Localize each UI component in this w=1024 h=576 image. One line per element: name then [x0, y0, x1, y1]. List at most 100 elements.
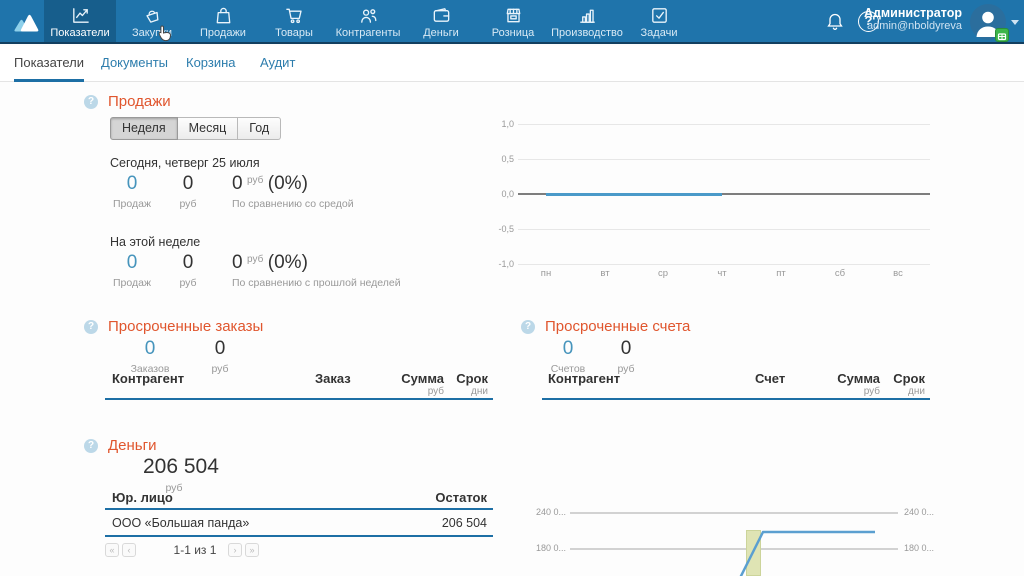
top-navigation-bar: Показатели Закупки Продажи Товары — [0, 0, 1024, 44]
nav-label: Показатели — [50, 27, 110, 39]
nav-item-tasks[interactable]: Задачи — [624, 0, 694, 42]
x-tick: чт — [717, 268, 727, 279]
nav-item-counterparties[interactable]: Контрагенты — [330, 0, 406, 42]
col-header: Срок — [893, 371, 925, 386]
sales-title: Продажи — [108, 93, 171, 110]
gridline — [570, 548, 898, 550]
pagination-first-button[interactable]: « — [105, 543, 119, 557]
x-tick: пн — [540, 268, 552, 279]
money-title: Деньги — [108, 437, 157, 454]
y-tick: 0,5 — [501, 154, 514, 164]
col-header: Счет — [755, 371, 786, 386]
pagination-info: 1-1 из 1 — [173, 543, 217, 557]
pagination-prev-button[interactable]: ‹ — [122, 543, 136, 557]
sales-week-count: 0 Продаж — [113, 252, 151, 289]
gridline — [518, 264, 930, 265]
overdue-invoices-help-icon[interactable]: ? — [521, 320, 535, 334]
gridline — [518, 159, 930, 160]
pagination-last-button[interactable]: » — [245, 543, 259, 557]
current-week-series-line — [546, 192, 722, 196]
tab-documents[interactable]: Документы — [101, 55, 169, 70]
y-tick: 0,0 — [501, 189, 514, 199]
col-header: Юр. лицо — [112, 490, 173, 505]
people-icon — [360, 9, 376, 23]
tab-audit[interactable]: Аудит — [260, 55, 296, 70]
factory-bars-icon — [579, 9, 595, 23]
money-help-icon[interactable]: ? — [84, 439, 98, 453]
x-tick: ср — [657, 268, 669, 279]
y-tick-left: 240 0... — [535, 507, 566, 517]
col-header: Сумма — [401, 371, 444, 386]
table-header-divider — [105, 508, 493, 510]
user-name: Администратор — [863, 6, 962, 20]
table-header-divider — [105, 398, 493, 400]
chevron-down-icon[interactable] — [1011, 20, 1019, 25]
avatar[interactable] — [970, 4, 1009, 42]
money-balance-chart: 240 0... 180 0... 240 0... 180 0... — [520, 500, 960, 576]
x-tick: пт — [776, 268, 786, 279]
col-header-unit: руб — [427, 386, 444, 397]
gridline — [570, 512, 898, 514]
sales-period-switch: Неделя Месяц Год — [110, 117, 282, 140]
col-header-unit: дни — [908, 386, 925, 397]
period-week-button[interactable]: Неделя — [110, 117, 178, 140]
notifications-bell-icon[interactable] — [824, 11, 846, 33]
y-tick: 1,0 — [501, 119, 514, 129]
mouse-cursor-pointer — [158, 25, 172, 42]
sales-today-amount: 0 руб — [179, 173, 197, 210]
nav-item-purchases[interactable]: Закупки — [116, 0, 188, 42]
nav-label: Производство — [551, 27, 623, 39]
nav-item-retail[interactable]: Розница — [476, 0, 550, 42]
nav-item-money[interactable]: Деньги — [406, 0, 476, 42]
main-nav: Показатели Закупки Продажи Товары — [44, 0, 694, 42]
nav-label: Деньги — [423, 27, 459, 39]
overdue-orders-help-icon[interactable]: ? — [84, 320, 98, 334]
overdue-orders-count: 0 Заказов — [130, 338, 170, 375]
y-tick-right: 180 0... — [904, 543, 935, 553]
col-header: Сумма — [837, 371, 880, 386]
sales-help-icon[interactable]: ? — [84, 95, 98, 109]
tab-indicators[interactable]: Показатели — [14, 46, 84, 82]
sales-week-diff: 0 руб (0%) По сравнению с прошлой неделе… — [232, 252, 401, 289]
y-tick-left: 180 0... — [535, 543, 566, 553]
overdue-invoices-count: 0 Счетов — [550, 338, 586, 375]
period-year-button[interactable]: Год — [238, 117, 282, 140]
sales-today-heading: Сегодня, четверг 25 июля — [110, 156, 260, 170]
nav-item-production[interactable]: Производство — [550, 0, 624, 42]
pagination-next-button[interactable]: › — [228, 543, 242, 557]
overdue-invoices-title: Просроченные счета — [545, 318, 691, 335]
sales-today-diff: 0 руб (0%) По сравнению со средой — [232, 173, 354, 210]
overdue-orders-amount: 0 руб — [211, 338, 229, 375]
nav-label: Продажи — [200, 27, 246, 39]
gridline — [518, 229, 930, 230]
nav-item-products[interactable]: Товары — [258, 0, 330, 42]
tab-recycle-bin[interactable]: Корзина — [186, 55, 236, 70]
col-header-unit: руб — [863, 386, 880, 397]
basket-icon — [145, 10, 158, 23]
status-badge-icon — [995, 28, 1009, 42]
col-header-unit: дни — [471, 386, 488, 397]
help-question-icon[interactable]: ? — [858, 11, 879, 32]
sales-week-heading: На этой неделе — [110, 235, 201, 249]
shopping-bag-icon — [216, 7, 230, 24]
overdue-invoices-amount: 0 руб — [617, 338, 635, 375]
app-logo-icon[interactable] — [8, 9, 44, 35]
table-row-balance: 206 504 — [441, 516, 487, 530]
wallet-icon — [433, 8, 449, 22]
sales-week-chart: 1,0 0,5 0,0 -0,5 -1,0 пн вт ср чт пт сб … — [480, 116, 940, 281]
person-silhouette-icon — [976, 11, 1000, 37]
x-tick: сб — [834, 268, 846, 279]
y-tick: -1,0 — [498, 259, 514, 269]
user-info[interactable]: Администратор admin@nboldyreva — [864, 6, 962, 32]
section-tabs: Показатели Документы Корзина Аудит — [0, 46, 1024, 82]
chart-trend-icon — [72, 8, 89, 23]
nav-item-indicators[interactable]: Показатели — [44, 0, 116, 42]
storefront-icon — [506, 8, 520, 23]
y-tick-right: 240 0... — [904, 507, 935, 517]
table-row-entity[interactable]: ООО «Большая панда» — [112, 516, 250, 530]
nav-label: Розница — [491, 27, 535, 39]
period-month-button[interactable]: Месяц — [177, 117, 239, 140]
y-tick: -0,5 — [498, 224, 514, 234]
nav-item-sales[interactable]: Продажи — [188, 0, 258, 42]
user-email: admin@nboldyreva — [867, 20, 962, 32]
